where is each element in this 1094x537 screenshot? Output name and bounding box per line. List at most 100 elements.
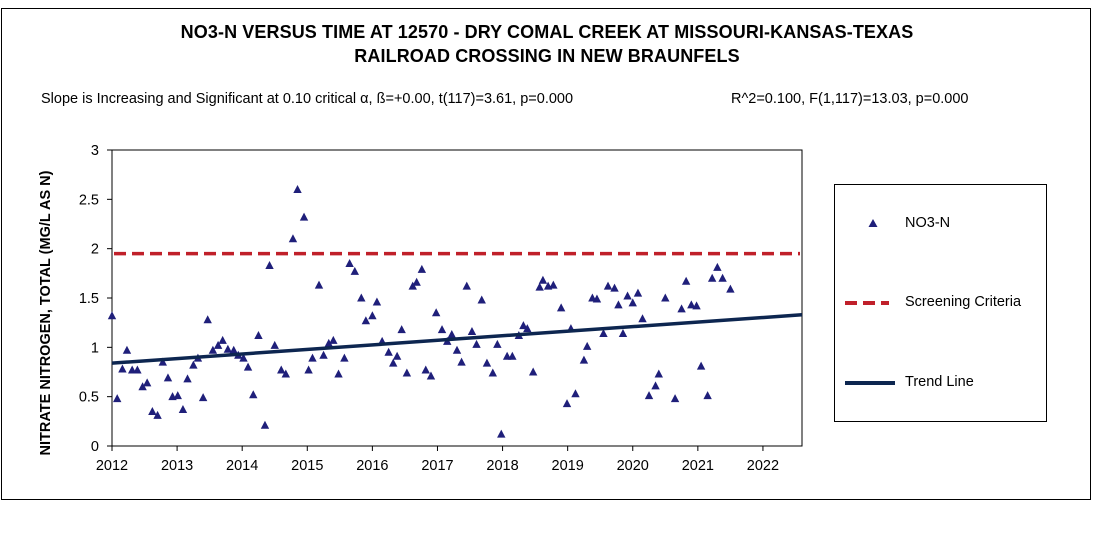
no3n-data-point bbox=[299, 212, 309, 221]
no3n-data-point bbox=[254, 330, 263, 339]
y-tick-label: 1.5 bbox=[79, 291, 99, 307]
no3n-data-point bbox=[681, 276, 691, 285]
no3n-data-point bbox=[218, 335, 227, 344]
no3n-data-point bbox=[571, 389, 580, 398]
no3n-data-point bbox=[437, 325, 447, 334]
x-tick-label: 2020 bbox=[617, 458, 649, 474]
no3n-data-point bbox=[421, 365, 430, 374]
no3n-data-point bbox=[457, 357, 466, 366]
no3n-data-point bbox=[239, 353, 248, 362]
no3n-data-point bbox=[113, 394, 122, 403]
trend-line bbox=[111, 313, 803, 365]
no3n-data-point bbox=[472, 339, 481, 348]
no3n-data-point bbox=[538, 275, 548, 284]
no3n-data-point bbox=[142, 378, 152, 387]
no3n-data-point bbox=[308, 353, 317, 362]
no3n-data-point bbox=[122, 345, 132, 354]
x-tick-label: 2016 bbox=[356, 458, 388, 474]
no3n-data-point bbox=[599, 329, 608, 338]
no3n-data-point bbox=[350, 266, 360, 275]
dashed-line-icon bbox=[845, 301, 889, 305]
y-tick-label: 0.5 bbox=[79, 390, 99, 406]
no3n-data-point bbox=[452, 345, 462, 354]
no3n-data-point bbox=[614, 300, 623, 309]
no3n-data-point bbox=[417, 264, 427, 273]
no3n-data-point bbox=[462, 281, 471, 290]
no3n-data-point bbox=[431, 308, 441, 317]
no3n-data-point bbox=[687, 300, 696, 309]
no3n-data-point bbox=[497, 429, 506, 438]
no3n-data-point bbox=[493, 339, 502, 348]
no3n-data-point bbox=[198, 393, 208, 402]
no3n-data-point bbox=[372, 297, 382, 306]
no3n-data-point bbox=[713, 262, 722, 271]
no3n-data-point bbox=[426, 371, 436, 380]
no3n-data-point bbox=[412, 277, 421, 286]
no3n-data-point bbox=[556, 303, 566, 312]
triangle-marker-icon bbox=[868, 219, 878, 227]
no3n-data-point bbox=[519, 321, 528, 330]
no3n-data-point bbox=[603, 281, 613, 290]
no3n-data-point bbox=[148, 406, 157, 415]
no3n-data-point bbox=[277, 365, 286, 374]
y-tick-label: 0 bbox=[91, 439, 99, 455]
no3n-data-point bbox=[189, 360, 198, 369]
y-tick-label: 3 bbox=[91, 143, 99, 159]
y-axis-label: NITRATE NITROGEN, TOTAL (MG/L AS N) bbox=[38, 170, 54, 455]
no3n-data-point bbox=[243, 362, 253, 371]
no3n-data-point bbox=[314, 280, 324, 289]
no3n-data-point bbox=[670, 394, 680, 403]
no3n-data-point bbox=[223, 344, 233, 353]
no3n-data-point bbox=[633, 288, 643, 297]
no3n-data-point bbox=[183, 374, 192, 383]
no3n-data-point bbox=[696, 361, 706, 370]
no3n-data-point bbox=[397, 325, 406, 334]
chart-legend: NO3-N Screening Criteria Trend Line bbox=[834, 184, 1047, 422]
no3n-data-point bbox=[535, 282, 544, 291]
legend-label-trend-line: Trend Line bbox=[905, 374, 974, 390]
no3n-data-point bbox=[158, 357, 167, 366]
no3n-data-point bbox=[319, 350, 328, 359]
no3n-data-point bbox=[107, 311, 117, 320]
no3n-data-point bbox=[392, 351, 402, 360]
slope-statistics: Slope is Increasing and Significant at 0… bbox=[41, 91, 574, 107]
no3n-data-point bbox=[361, 316, 371, 325]
x-tick-label: 2017 bbox=[421, 458, 453, 474]
no3n-data-point bbox=[153, 410, 162, 419]
no3n-data-point bbox=[138, 382, 147, 391]
y-tick-label: 2.5 bbox=[79, 192, 99, 208]
no3n-data-point bbox=[549, 280, 558, 289]
no3n-data-point bbox=[477, 295, 486, 304]
no3n-data-point bbox=[249, 390, 258, 399]
no3n-data-point bbox=[618, 329, 628, 338]
no3n-data-point bbox=[368, 311, 377, 320]
no3n-data-point bbox=[482, 358, 492, 367]
no3n-data-point bbox=[644, 391, 654, 400]
no3n-data-point bbox=[508, 351, 517, 360]
no3n-data-point bbox=[579, 355, 589, 364]
chart-frame bbox=[1, 8, 1091, 500]
trend-line-path bbox=[111, 313, 803, 365]
no3n-data-point bbox=[610, 283, 619, 292]
no3n-data-point bbox=[178, 404, 188, 413]
legend-item-trend-line: Trend Line bbox=[835, 373, 1046, 393]
no3n-data-point bbox=[447, 330, 456, 339]
x-tick-label: 2013 bbox=[161, 458, 193, 474]
no3n-data-point bbox=[718, 273, 727, 282]
no3n-data-point bbox=[703, 391, 712, 400]
no3n-data-point bbox=[213, 340, 223, 349]
no3n-data-point bbox=[270, 340, 279, 349]
x-tick-label: 2021 bbox=[682, 458, 714, 474]
no3n-data-point bbox=[293, 184, 302, 193]
no3n-data-point bbox=[623, 291, 632, 300]
no3n-data-point bbox=[467, 327, 477, 336]
no3n-data-point bbox=[173, 391, 182, 400]
no3n-data-point bbox=[692, 301, 701, 310]
no3n-data-point bbox=[229, 345, 238, 354]
no3n-data-point bbox=[304, 365, 313, 374]
no3n-data-point bbox=[582, 341, 592, 350]
plot-area-border bbox=[111, 149, 803, 447]
no3n-data-point bbox=[281, 369, 291, 378]
no3n-data-point bbox=[528, 367, 538, 376]
